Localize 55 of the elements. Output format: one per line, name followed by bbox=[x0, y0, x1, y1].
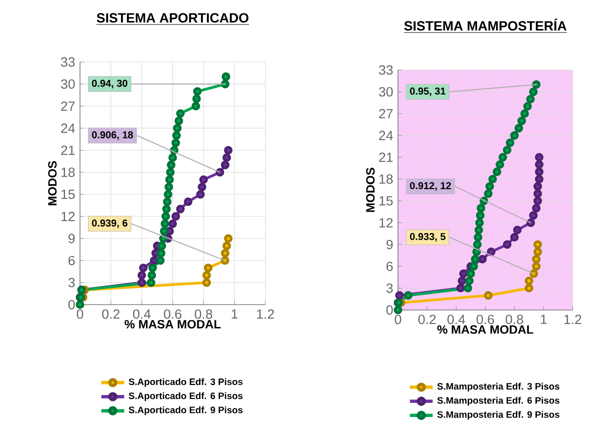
y-tick-label: 3 bbox=[68, 278, 75, 288]
x-tick-label: 0.8 bbox=[506, 314, 524, 324]
y-tick-label: 9 bbox=[68, 234, 75, 244]
y-tick-label: 6 bbox=[68, 256, 75, 266]
y-tick-label: 33 bbox=[378, 65, 393, 75]
y-tick-label: 3 bbox=[386, 283, 393, 293]
legend-label: S.Mamposteria Edf. 3 Pisos bbox=[437, 382, 560, 392]
legend-label: S.Aporticado Edf. 9 Pisos bbox=[128, 406, 243, 416]
annotation: 0.95, 31 bbox=[410, 88, 446, 96]
y-axis-title: MODOS bbox=[48, 161, 57, 206]
legend-label: S.Mamposteria Edf. 9 Pisos bbox=[437, 410, 560, 420]
y-tick-label: 15 bbox=[379, 196, 393, 206]
y-tick-label: 27 bbox=[379, 108, 393, 118]
y-tick-label: 30 bbox=[60, 79, 75, 89]
annotation: 0.94, 30 bbox=[92, 80, 128, 88]
x-tick-label: 0.4 bbox=[447, 314, 466, 324]
y-tick-label: 18 bbox=[61, 168, 75, 178]
y-tick-label: 9 bbox=[386, 240, 393, 250]
x-tick-label: 0.2 bbox=[418, 314, 436, 324]
y-tick-label: 24 bbox=[379, 130, 393, 140]
y-tick-label: 24 bbox=[61, 124, 75, 133]
legend-label: S.Aporticado Edf. 6 Pisos bbox=[128, 392, 243, 402]
x-tick-label: 1 bbox=[540, 314, 547, 324]
x-tick-label: 0 bbox=[394, 314, 402, 324]
legend-label: S.Aporticado Edf. 3 Pisos bbox=[128, 378, 243, 387]
x-axis-title: % MASA MODAL bbox=[437, 325, 534, 334]
y-tick-label: 6 bbox=[386, 262, 393, 272]
x-tick-label: 0.6 bbox=[476, 314, 494, 324]
x-tick-label: 0.6 bbox=[164, 309, 182, 319]
annotation: 0.933, 5 bbox=[410, 232, 446, 242]
y-tick-label: 21 bbox=[379, 152, 393, 162]
legend-label: S.Mamposteria Edf. 6 Pisos bbox=[437, 396, 560, 406]
x-axis-title: % MASA MODAL bbox=[124, 320, 221, 328]
y-tick-label: 12 bbox=[61, 212, 75, 222]
x-tick-label: 1 bbox=[232, 309, 238, 319]
y-tick-label: 21 bbox=[61, 146, 75, 155]
annotation: 0.939, 6 bbox=[92, 220, 128, 228]
x-tick-label: 0.8 bbox=[194, 309, 212, 319]
chart-title: SISTEMA APORTICADO bbox=[96, 13, 248, 23]
y-tick-label: 27 bbox=[61, 101, 75, 111]
annotation: 0.906, 18 bbox=[92, 131, 133, 140]
y-tick-label: 0 bbox=[68, 300, 75, 310]
x-tick-label: 0.2 bbox=[102, 309, 120, 319]
chart-title: SISTEMA MAMPOSTERÍA bbox=[404, 18, 566, 31]
annotation: 0.912, 12 bbox=[410, 182, 451, 191]
y-axis-title: MODOS bbox=[366, 168, 375, 212]
y-tick-label: 30 bbox=[378, 87, 393, 97]
y-tick-label: 12 bbox=[379, 218, 393, 228]
y-tick-label: 33 bbox=[60, 57, 75, 67]
x-tick-label: 1.2 bbox=[257, 309, 274, 319]
x-tick-label: 0.4 bbox=[133, 309, 151, 319]
y-tick-label: 18 bbox=[379, 174, 393, 184]
x-tick-label: 0 bbox=[76, 309, 84, 319]
x-tick-label: 1.2 bbox=[564, 314, 582, 324]
y-tick-label: 15 bbox=[61, 190, 75, 199]
